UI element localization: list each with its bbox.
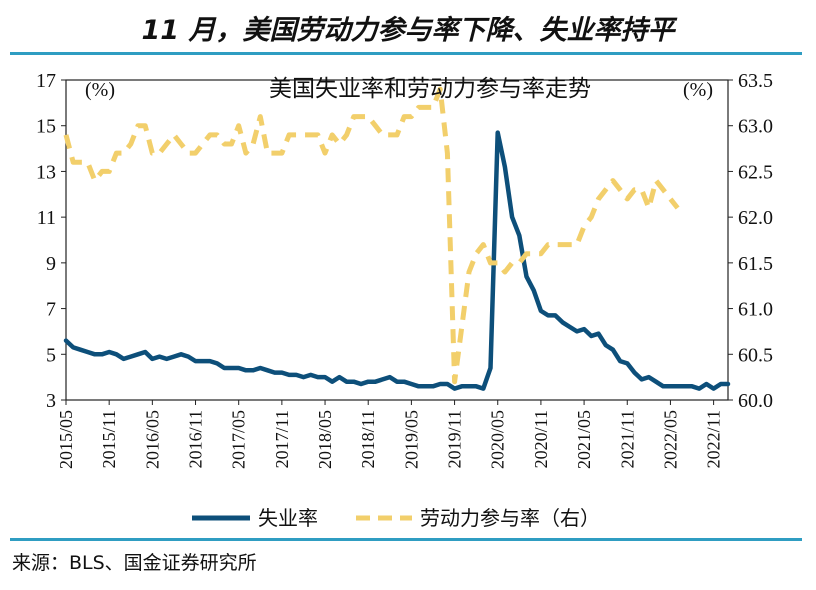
x-tick-label: 2015/05	[56, 410, 76, 469]
right-tick-label: 61.0	[738, 299, 773, 321]
right-tick-label: 62.5	[738, 161, 773, 183]
legend: 失业率 劳动力参与率（右）	[192, 507, 600, 530]
legend-label-unemployment: 失业率	[258, 507, 318, 530]
right-tick-label: 60.0	[738, 390, 773, 412]
right-tick-label: 60.5	[738, 344, 773, 366]
bottom-rule	[10, 538, 802, 541]
right-tick-label: 63.0	[738, 116, 773, 138]
left-tick-label: 11	[37, 207, 56, 229]
x-tick-label: 2015/11	[99, 410, 119, 468]
right-tick-label: 62.0	[738, 207, 773, 229]
top-rule	[10, 52, 802, 55]
x-tick-label: 2020/05	[488, 410, 508, 469]
source-note: 来源：BLS、国金证券研究所	[12, 552, 257, 574]
x-tick-label: 2016/05	[142, 410, 162, 469]
headline: 11 月，美国劳动力参与率下降、失业率持平	[141, 15, 675, 46]
x-tick-label: 2017/05	[229, 410, 249, 469]
x-tick-label: 2019/05	[401, 410, 421, 469]
x-tick-label: 2017/11	[272, 410, 292, 468]
x-tick-label: 2021/05	[574, 410, 594, 469]
right-tick-label: 61.5	[738, 253, 773, 275]
chart-title: 美国失业率和劳动力参与率走势	[269, 76, 591, 101]
x-tick-label: 2019/11	[445, 410, 465, 468]
left-tick-label: 5	[46, 344, 56, 366]
x-tick-label: 2022/11	[704, 410, 724, 468]
left-tick-label: 15	[36, 116, 56, 138]
x-tick-label: 2021/11	[617, 410, 637, 468]
left-tick-label: 9	[46, 253, 56, 275]
x-tick-label: 2020/11	[531, 410, 551, 468]
left-tick-label: 7	[46, 299, 56, 321]
left-axis-unit: (%)	[85, 79, 115, 101]
series-line-unemployment	[63, 130, 731, 391]
right-axis-unit: (%)	[683, 79, 713, 101]
left-tick-label: 17	[36, 70, 56, 92]
right-tick-label: 63.5	[738, 70, 773, 92]
x-tick-label: 2018/05	[315, 410, 335, 469]
x-tick-label: 2018/11	[358, 410, 378, 468]
series-line-participation	[63, 86, 680, 385]
legend-label-participation: 劳动力参与率（右）	[420, 507, 600, 530]
plot-frame	[65, 79, 729, 401]
x-tick-label: 2016/11	[186, 410, 206, 468]
x-tick-label: 2022/05	[660, 410, 680, 469]
left-tick-label: 13	[36, 161, 56, 183]
left-tick-label: 3	[46, 390, 56, 412]
